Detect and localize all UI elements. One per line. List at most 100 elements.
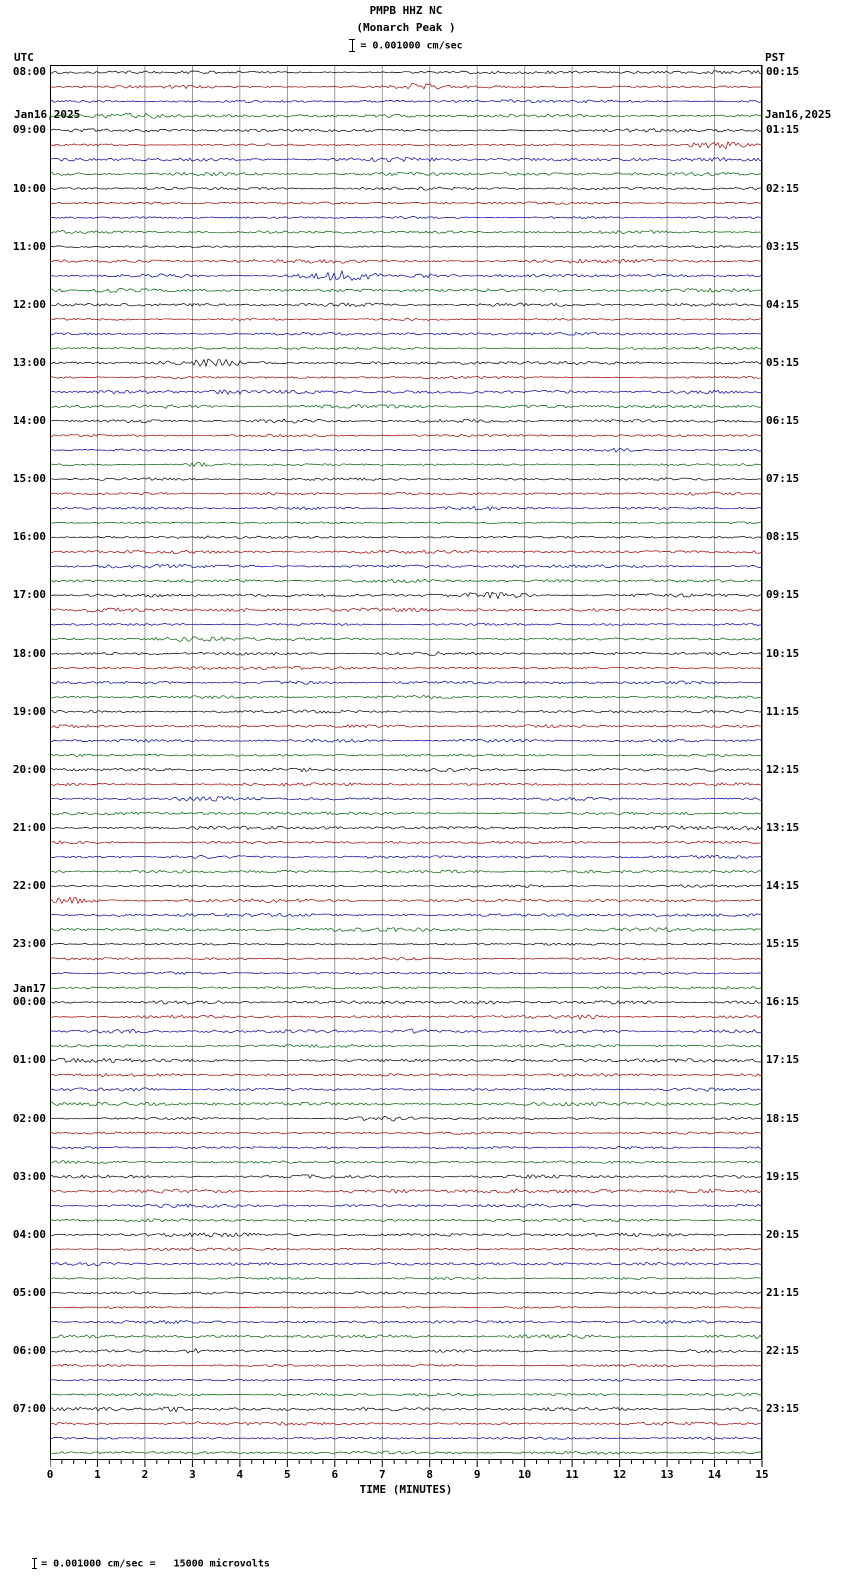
trace: [49, 1131, 763, 1135]
trace: [49, 1348, 762, 1354]
scale-text: = 0.001000 cm/sec: [360, 40, 463, 52]
trace: [49, 1450, 763, 1455]
local-time-label: 19:15: [766, 1169, 800, 1183]
trace: [49, 986, 763, 990]
seismogram-plot: [49, 65, 763, 1470]
trace: [49, 884, 763, 888]
trace: [49, 201, 763, 205]
trace: [49, 287, 763, 293]
trace: [49, 896, 763, 904]
local-time-label: 01:15: [766, 123, 800, 137]
station-subtitle: (Monarch Peak ): [356, 21, 456, 34]
trace: [49, 607, 763, 613]
amplitude-scale-line: = 0.001000 cm/sec: [50, 39, 762, 54]
trace: [49, 1174, 763, 1179]
local-time-label: 11:15: [766, 704, 800, 718]
utc-time-label: 18:00: [12, 646, 46, 660]
trace: [49, 1160, 763, 1164]
trace: [49, 332, 763, 336]
x-tick-label: 2: [141, 1468, 149, 1481]
trace: [49, 680, 763, 685]
trace: [49, 563, 763, 569]
right-date-label: Jan16,2025: [765, 108, 832, 121]
trace: [49, 491, 763, 496]
trace: [49, 622, 763, 627]
local-time-label: 17:15: [766, 1053, 800, 1067]
trace: [49, 927, 763, 933]
seismogram-canvas: [49, 65, 763, 1467]
trace: [50, 1247, 763, 1252]
utc-time-label: 03:00: [12, 1169, 46, 1183]
x-axis-title: TIME (MINUTES): [359, 1483, 453, 1496]
trace: [49, 694, 763, 700]
trace: [49, 171, 763, 177]
trace: [49, 767, 763, 772]
x-tick-label: 14: [707, 1468, 722, 1481]
local-time-label: 03:15: [766, 239, 800, 253]
utc-time-label: 04:00: [12, 1227, 46, 1241]
utc-time-label: 21:00: [12, 820, 46, 834]
x-axis-tick-labels: 0 1 2 3 4 5 6 7 8 9 10 11 12 13 14 15: [0, 1468, 850, 1482]
trace: [49, 1203, 763, 1208]
trace: [49, 1276, 763, 1280]
trace: [49, 99, 763, 104]
trace: [49, 375, 763, 380]
footer-text: = 0.001000 cm/sec = 15000 microvolts: [41, 1558, 270, 1570]
trace: [49, 1392, 763, 1397]
local-time-label: 13:15: [766, 820, 800, 834]
trace: [49, 1188, 763, 1194]
trace: [49, 1436, 763, 1440]
trace: [49, 141, 763, 150]
local-time-label: 22:15: [766, 1344, 800, 1358]
trace: [49, 1044, 763, 1048]
utc-time-label: 09:00: [12, 123, 46, 137]
trace: [49, 1421, 763, 1426]
trace: [49, 433, 763, 438]
utc-time-label: 00:00: [12, 995, 46, 1009]
trace: [49, 404, 762, 409]
trace: [49, 112, 763, 119]
utc-time-label: 17:00: [12, 588, 46, 602]
x-tick-label: 10: [518, 1468, 532, 1481]
trace: [49, 651, 763, 656]
pst-header-block: PST Jan16,2025: [765, 10, 831, 162]
trace: [49, 216, 763, 220]
trace: [49, 1072, 763, 1077]
utc-time-label: 13:00: [12, 355, 46, 369]
trace: [49, 796, 763, 802]
x-tick-label: 11: [565, 1468, 579, 1481]
local-time-label: 15:15: [766, 937, 800, 951]
utc-time-label: 15:00: [12, 472, 46, 486]
trace: [49, 549, 763, 554]
utc-time-label: 05:00: [12, 1285, 46, 1299]
utc-time-label: 20:00: [12, 762, 46, 776]
x-tick-label: 8: [426, 1468, 434, 1481]
x-tick-label: 0: [46, 1468, 54, 1481]
utc-time-labels-column: 08:00 09:00 10:00 11:00 12:00 13:00 14:00 15:00…: [0, 65, 46, 1460]
trace: [49, 1334, 763, 1339]
utc-time-label: 16:00: [12, 530, 46, 544]
trace: [49, 505, 763, 511]
station-title: PMPB HHZ NC: [369, 4, 443, 17]
trace: [49, 971, 763, 975]
utc-time-label: 02:00: [12, 1111, 46, 1125]
utc-time-label: 01:00: [12, 1053, 46, 1067]
date-rollover-label: Jan17: [12, 982, 46, 996]
trace: [49, 1406, 763, 1413]
trace: [49, 738, 763, 743]
trace: [49, 1232, 763, 1238]
x-tick-label: 1: [94, 1468, 101, 1481]
local-time-label: 16:15: [766, 995, 800, 1009]
x-tick-label: 13: [660, 1468, 674, 1481]
trace: [49, 825, 763, 831]
title-block: PMPB HHZ NC (Monarch Peak ): [50, 2, 762, 36]
right-timezone-label: PST: [765, 51, 785, 64]
local-time-label: 02:15: [766, 181, 800, 195]
local-time-label: 08:15: [766, 530, 800, 544]
scale-bar-icon: [32, 1558, 38, 1569]
trace: [49, 956, 763, 961]
utc-time-label: 14:00: [12, 414, 46, 428]
utc-time-label: 07:00: [12, 1402, 46, 1416]
x-tick-label: 12: [612, 1468, 627, 1481]
